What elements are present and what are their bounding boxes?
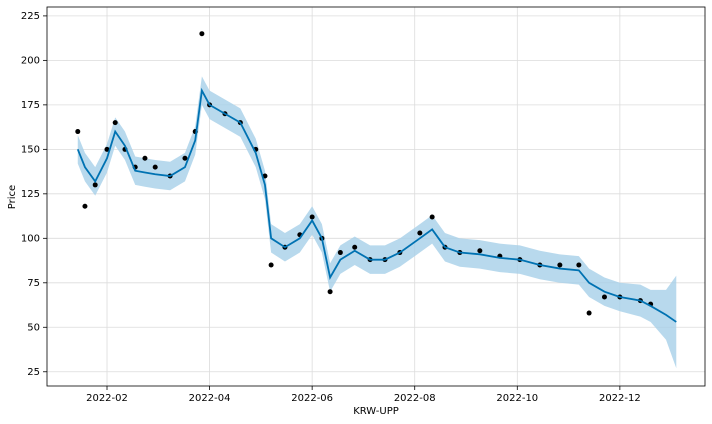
y-tick-label: 225 bbox=[21, 11, 40, 22]
plot-frame bbox=[46, 6, 706, 387]
observed-point bbox=[309, 214, 315, 220]
observed-point bbox=[152, 164, 158, 170]
observed-point bbox=[417, 230, 423, 236]
x-tick-label: 2022-10 bbox=[496, 393, 538, 404]
x-tick-label: 2022-02 bbox=[86, 393, 128, 404]
observed-point bbox=[199, 31, 205, 37]
plot-background bbox=[47, 7, 705, 386]
x-tick-label: 2022-06 bbox=[291, 393, 333, 404]
observed-point bbox=[477, 248, 483, 254]
observed-point bbox=[82, 203, 88, 209]
y-tick-label: 125 bbox=[21, 189, 40, 200]
observed-point bbox=[75, 129, 81, 135]
forecast-line bbox=[76, 87, 677, 323]
observed-point bbox=[104, 146, 110, 152]
x-axis-label: KRW-UPP bbox=[353, 406, 399, 417]
observed-point bbox=[557, 262, 563, 268]
x-tick-label: 2022-04 bbox=[189, 393, 231, 404]
observed-point bbox=[268, 262, 274, 268]
observed-point bbox=[182, 155, 188, 161]
x-tick-label: 2022-12 bbox=[599, 393, 641, 404]
observed-point bbox=[142, 155, 148, 161]
y-tick-label: 150 bbox=[21, 144, 40, 155]
y-tick-label: 50 bbox=[27, 322, 40, 333]
y-tick-label: 75 bbox=[27, 278, 40, 289]
y-axis-label: Price bbox=[7, 185, 18, 209]
observed-point bbox=[352, 244, 358, 250]
observed-point bbox=[586, 310, 592, 316]
y-tick-label: 175 bbox=[21, 100, 40, 111]
y-tick-label: 100 bbox=[21, 233, 40, 244]
x-tick-label: 2022-08 bbox=[394, 393, 436, 404]
observed-point bbox=[601, 294, 607, 300]
y-tick-label: 200 bbox=[21, 55, 40, 66]
observed-point bbox=[92, 182, 98, 188]
observed-point bbox=[337, 250, 343, 256]
observed-point bbox=[112, 120, 118, 126]
observed-point bbox=[327, 289, 333, 295]
y-tick-label: 25 bbox=[27, 367, 40, 378]
observed-point bbox=[429, 214, 435, 220]
observed-point bbox=[576, 262, 582, 268]
observed-point bbox=[262, 173, 268, 179]
